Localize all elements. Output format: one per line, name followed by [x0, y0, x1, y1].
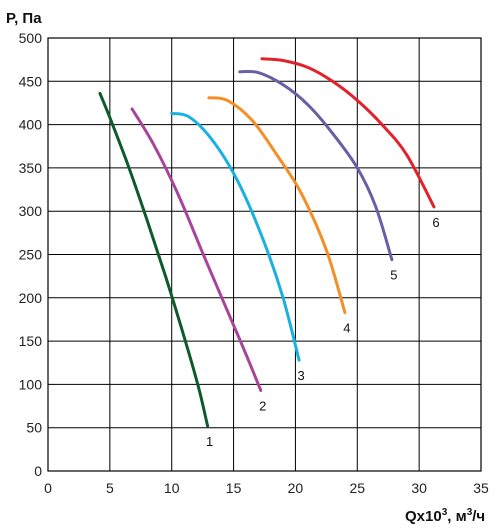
series-line-2: [130, 107, 263, 392]
x-axis-title-unit: , м: [447, 508, 466, 525]
x-tick-label: 30: [411, 480, 427, 496]
y-tick-label: 300: [19, 203, 43, 219]
series-lines: [98, 57, 436, 428]
y-tick-labels: 0 50 100 150 200 250 300 350 400 450 500: [19, 30, 43, 479]
x-axis-title-unit-sup: 3: [467, 507, 473, 518]
y-tick-label: 50: [26, 420, 42, 436]
x-tick-label: 15: [226, 480, 242, 496]
y-tick-label: 350: [19, 160, 43, 176]
series-line-3: [170, 111, 301, 362]
y-tick-label: 500: [19, 30, 43, 46]
series-line-4: [207, 96, 347, 314]
x-axis-title-tail: /ч: [472, 508, 485, 525]
x-tick-label: 20: [288, 480, 304, 496]
y-tick-label: 200: [19, 290, 43, 306]
series-line-5: [238, 69, 394, 262]
x-axis-title-sup: 3: [442, 507, 448, 518]
y-tick-label: 400: [19, 117, 43, 133]
x-tick-labels: 0 5 10 15 20 25 30 35: [44, 480, 489, 496]
x-tick-label: 0: [44, 480, 52, 496]
grid: [47, 37, 482, 472]
x-axis-title-main: Qx10: [405, 508, 442, 525]
series-line-6: [260, 57, 436, 209]
x-tick-label: 35: [473, 480, 489, 496]
x-tick-label: 5: [106, 480, 114, 496]
series-label-6: 6: [432, 215, 439, 230]
plot-frame: [47, 37, 482, 472]
series-label-3: 3: [298, 368, 305, 383]
y-tick-label: 150: [19, 333, 43, 349]
y-axis-title: P, Па: [6, 10, 42, 27]
x-axis-title: Qx103, м3/ч: [405, 507, 485, 525]
series-label-5: 5: [390, 268, 397, 283]
x-tick-label: 25: [349, 480, 365, 496]
x-tick-label: 10: [164, 480, 180, 496]
y-tick-label: 0: [34, 463, 42, 479]
y-tick-label: 100: [19, 376, 43, 392]
series-label-4: 4: [343, 321, 350, 336]
series-labels: 1 2 3 4 5 6: [206, 215, 440, 449]
series-label-1: 1: [206, 434, 213, 449]
series-line-1: [98, 91, 210, 428]
series-label-2: 2: [259, 398, 266, 413]
y-tick-label: 450: [19, 73, 43, 89]
y-tick-label: 250: [19, 247, 43, 263]
